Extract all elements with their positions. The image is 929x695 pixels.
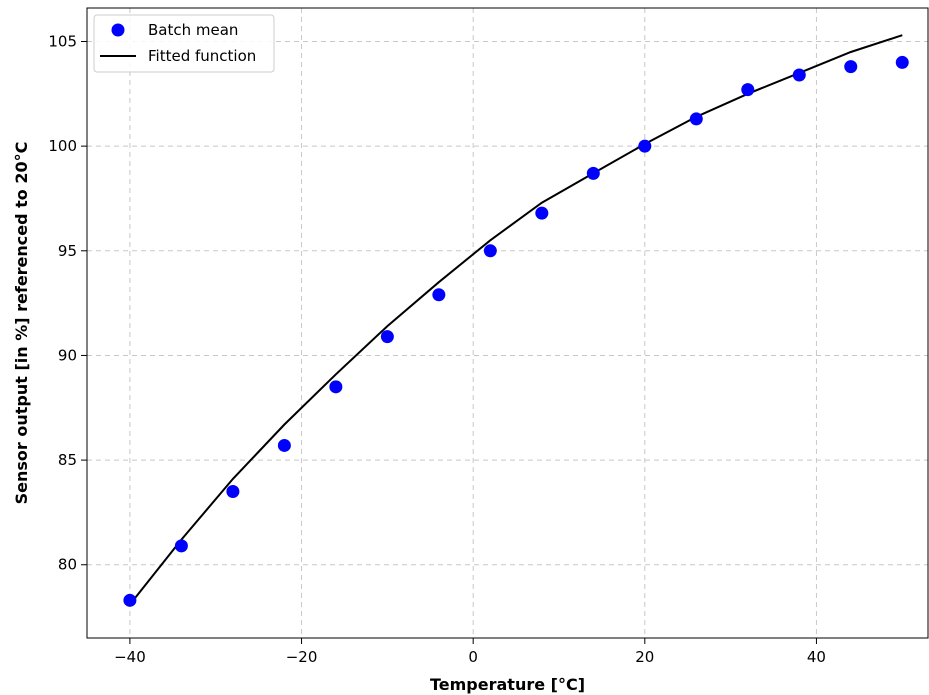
batch-mean-point xyxy=(689,112,703,126)
batch-mean-point xyxy=(123,593,137,607)
x-tick-label: 0 xyxy=(468,648,478,666)
batch-mean-point xyxy=(895,55,909,69)
legend-label-fitted-function: Fitted function xyxy=(148,47,256,65)
grid xyxy=(87,8,928,638)
x-tick-label: 40 xyxy=(807,648,826,666)
batch-mean-point xyxy=(380,330,394,344)
batch-mean-points xyxy=(123,55,909,607)
legend-marker-batch-mean xyxy=(111,23,125,37)
legend-label-batch-mean: Batch mean xyxy=(148,21,238,39)
batch-mean-point xyxy=(638,139,652,153)
y-tick-label: 85 xyxy=(58,451,77,469)
batch-mean-point xyxy=(483,244,497,258)
fitted-function-layer xyxy=(129,34,903,606)
legend: Batch mean Fitted function xyxy=(93,14,275,73)
x-axis-ticks: −40 −20 0 20 40 xyxy=(114,638,826,666)
x-tick-label: −40 xyxy=(114,648,146,666)
y-tick-label: 105 xyxy=(48,32,77,50)
x-axis-label: Temperature [°C] xyxy=(430,675,585,694)
x-tick-label: −20 xyxy=(286,648,318,666)
x-tick-label: 20 xyxy=(635,648,654,666)
batch-mean-point xyxy=(277,438,291,452)
batch-mean-point xyxy=(432,288,446,302)
legend-box xyxy=(93,14,275,73)
batch-mean-point xyxy=(844,60,858,74)
y-axis-ticks: 80 85 90 95 100 105 xyxy=(48,32,87,574)
y-axis-label: Sensor output [in %] referenced to 20°C xyxy=(12,142,31,505)
y-tick-label: 100 xyxy=(48,137,77,155)
fitted-function-line xyxy=(129,34,903,606)
y-tick-label: 95 xyxy=(58,242,77,260)
batch-mean-point xyxy=(226,484,240,498)
batch-mean-point xyxy=(741,83,755,97)
batch-mean-point xyxy=(535,206,549,220)
y-tick-label: 90 xyxy=(58,346,77,364)
y-tick-label: 80 xyxy=(58,556,77,574)
plot-frame xyxy=(86,7,929,639)
batch-mean-point xyxy=(586,166,600,180)
batch-mean-point xyxy=(174,539,188,553)
batch-mean-point xyxy=(792,68,806,82)
batch-mean-point xyxy=(329,380,343,394)
